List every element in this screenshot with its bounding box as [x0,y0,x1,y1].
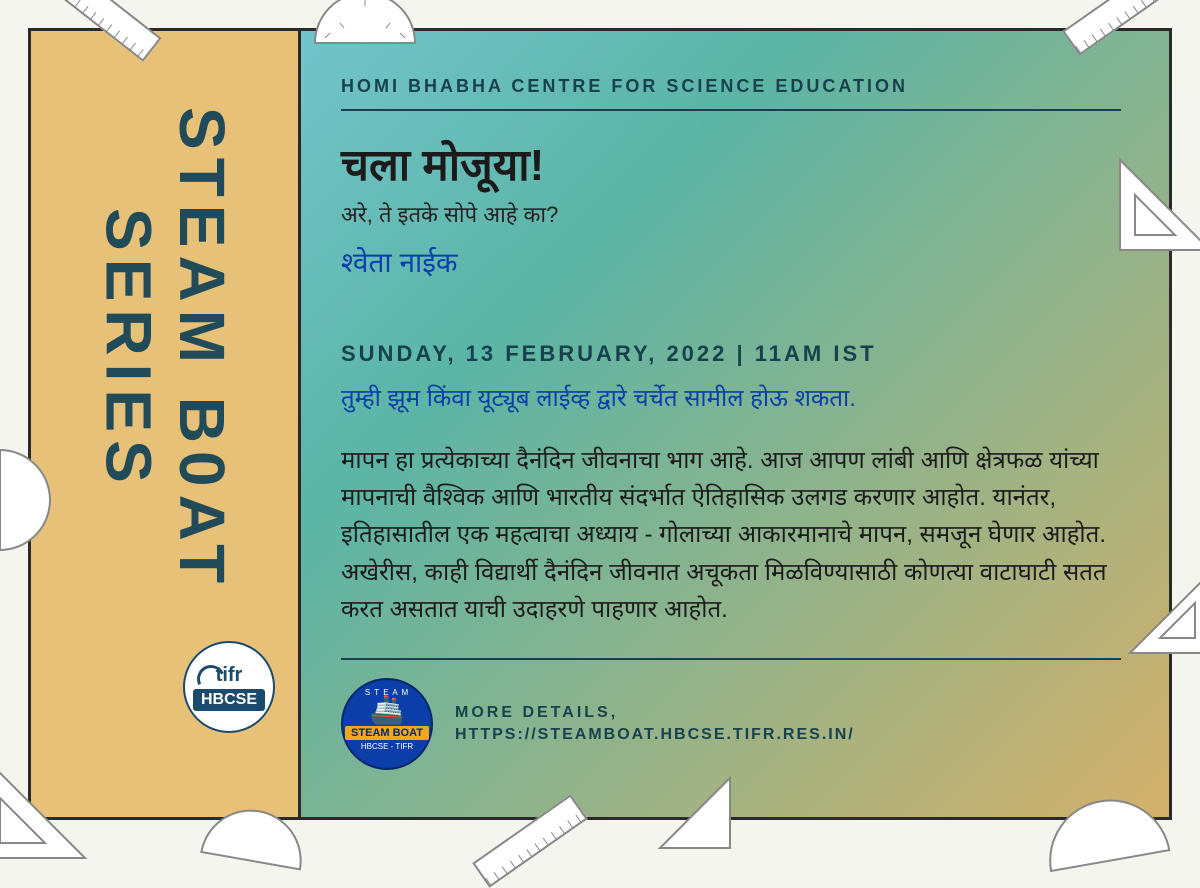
hbcse-tifr-logo: tifr HBCSE [183,641,275,733]
steamboat-label: STEAM BOAT [345,726,429,740]
divider-bottom [341,658,1121,660]
poster-frame: STEAM B0ATSERIES tifr HBCSE HOMI BHABHA … [28,28,1172,820]
set-square-icon [0,748,95,873]
event-title: चला मोजूया! [341,133,1129,193]
steamboat-logo: S T E A M 🚢 STEAM BOAT HBCSE - TIFR [341,678,433,770]
protractor-icon [0,445,55,555]
protractor-icon [310,0,420,48]
event-subtitle: अरे, ते इतके सोपे आहे का? [341,199,1129,229]
organization-name: HOMI BHABHA CENTRE FOR SCIENCE EDUCATION [341,51,1129,109]
more-details-label: MORE DETAILS, [455,704,855,722]
more-details-block: MORE DETAILS, HTTPS://STEAMBOAT.HBCSE.TI… [455,704,855,744]
set-square-icon [1120,563,1200,668]
steamboat-sublabel: HBCSE - TIFR [361,742,413,751]
side-title-container: STEAM B0ATSERIES [31,39,298,659]
speaker-name: श्वेता नाईक [341,243,1129,281]
hbcse-text: HBCSE [193,689,265,711]
divider-top [341,109,1121,111]
more-details-url: HTTPS://STEAMBOAT.HBCSE.TIFR.RES.IN/ [455,726,855,744]
event-description: मापन हा प्रत्येकाच्या दैनंदिन जीवनाचा भा… [341,442,1129,628]
boat-icon: 🚢 [370,696,405,724]
side-panel: STEAM B0ATSERIES tifr HBCSE [31,31,301,817]
set-square-icon [1110,150,1200,265]
join-instructions: तुम्ही झूम किंवा यूट्यूब लाईव्ह द्वारे च… [341,381,1129,414]
footer-row: S T E A M 🚢 STEAM BOAT HBCSE - TIFR MORE… [341,678,1129,770]
set-square-icon [650,768,740,863]
steam-arc-text: S T E A M [365,688,409,697]
event-datetime: SUNDAY, 13 FEBRUARY, 2022 | 11AM IST [341,341,1129,367]
series-title: STEAM B0ATSERIES [91,107,238,591]
main-content: HOMI BHABHA CENTRE FOR SCIENCE EDUCATION… [341,51,1129,770]
